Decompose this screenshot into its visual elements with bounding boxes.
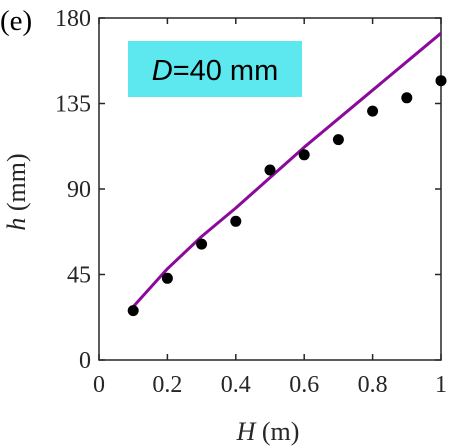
x-axis-unit: (m) [255,417,299,446]
data-point [401,92,413,104]
x-tick-label: 0.4 [221,372,251,398]
data-point [332,134,344,146]
data-marks [127,32,447,317]
data-point [264,164,276,176]
data-point [298,149,310,161]
data-point [367,105,379,117]
x-tick-label: 0 [93,372,105,398]
x-tick-label: 0.6 [289,372,319,398]
y-tick-label: 45 [67,263,91,289]
annotation-text: D=40 mm [152,55,279,87]
annotation-box: D=40 mm [128,41,302,97]
annotation-var: D [152,55,173,87]
y-axis-label: h (mm) [2,153,31,230]
data-point [230,215,242,227]
data-point [196,238,208,250]
y-axis-unit: (mm) [2,153,31,217]
x-tick-label: 0.8 [358,372,388,398]
panel-label: (e) [0,5,32,37]
y-tick-label: 0 [79,348,91,374]
annotation-rest: =40 mm [173,55,279,87]
y-tick-label: 135 [55,92,91,118]
x-axis-var: H [236,417,257,446]
x-tick-label: 0.2 [152,372,182,398]
x-axis-label: H (m) [236,417,300,446]
y-axis: 0 45 90 135 180 [55,6,441,374]
x-axis: 0 0.2 0.4 0.6 0.8 1 [93,18,447,398]
y-axis-var: h [2,218,31,231]
annotation-background [128,41,302,97]
y-tick-label: 90 [67,177,91,203]
data-point [435,75,447,87]
fit-line [132,32,442,308]
data-point [127,305,139,317]
data-point [161,272,173,284]
y-tick-label: 180 [55,6,91,32]
x-tick-label: 1 [435,372,447,398]
